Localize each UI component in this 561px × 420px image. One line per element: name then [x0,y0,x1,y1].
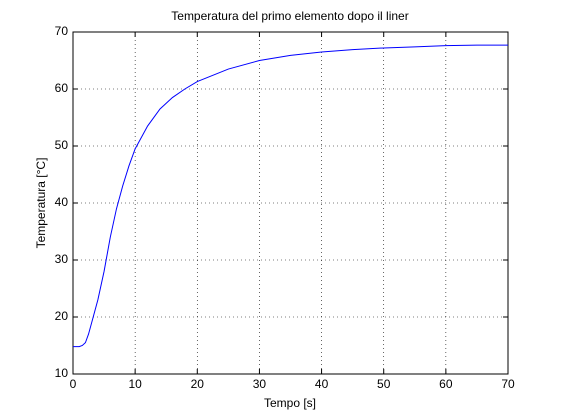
x-tick-label: 10 [128,377,142,391]
y-axis-label: Temperatura [°C] [34,158,48,249]
chart-title: Temperatura del primo elemento dopo il l… [171,9,408,23]
y-tick-label: 30 [55,252,69,266]
y-tick-label: 60 [55,81,69,95]
x-tick-label: 40 [315,377,329,391]
x-tick-label: 50 [377,377,391,391]
plot-frame [72,31,509,375]
x-tick-label: 0 [70,377,77,391]
y-tick-label: 70 [55,24,69,38]
x-tick-label: 20 [191,377,205,391]
y-tick-label: 20 [55,309,69,323]
y-tick-label: 10 [55,366,69,380]
data-line [73,44,508,348]
x-axis-label: Tempo [s] [264,396,316,410]
y-tick-label: 40 [55,195,69,209]
x-tick-label: 70 [501,377,515,391]
y-tick-label: 50 [55,138,69,152]
x-tick-label: 30 [253,377,267,391]
x-tick-label: 60 [439,377,453,391]
